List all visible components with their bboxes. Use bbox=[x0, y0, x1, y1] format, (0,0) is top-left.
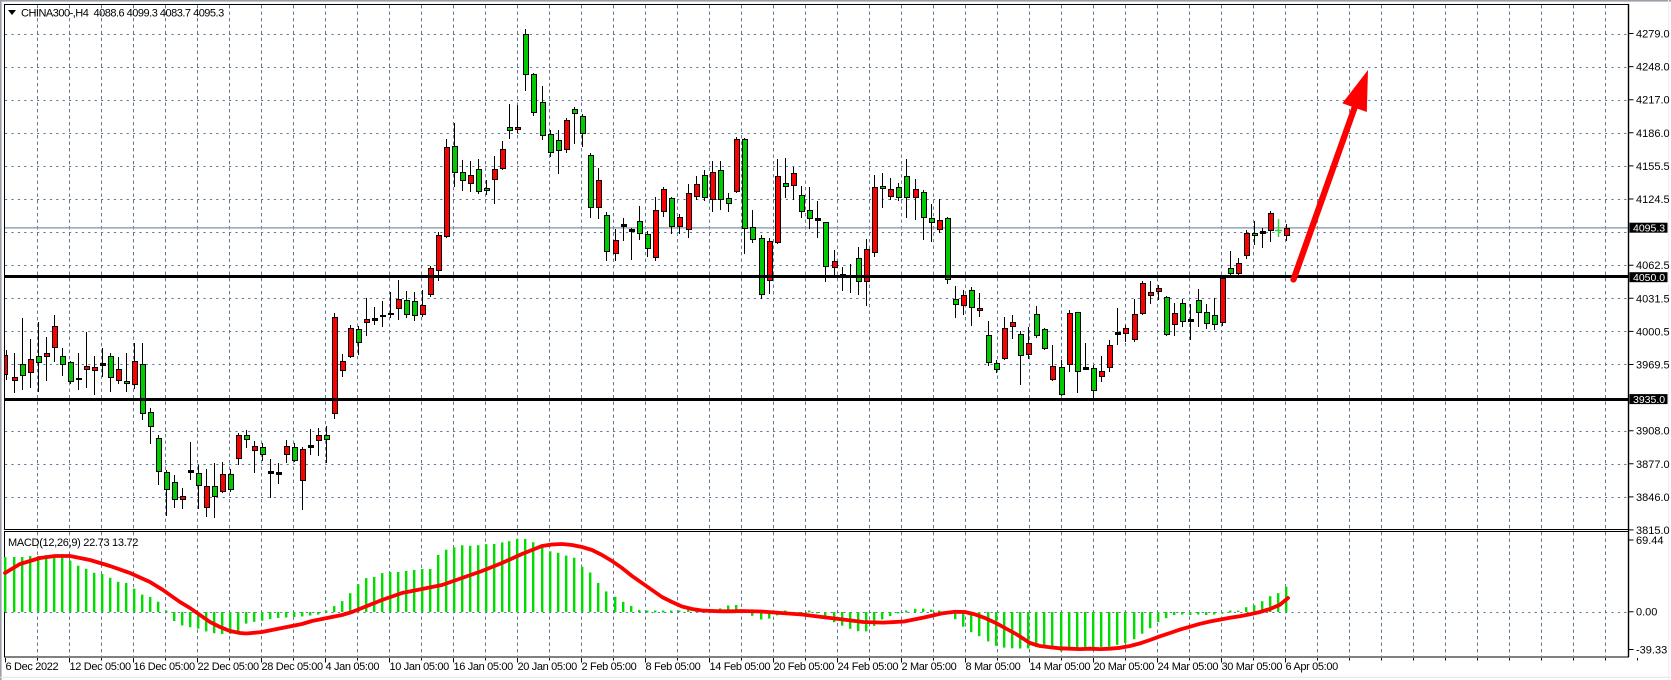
svg-text:4000.5: 4000.5 bbox=[1636, 326, 1670, 338]
svg-text:3935.0: 3935.0 bbox=[1633, 394, 1665, 406]
svg-text:22 Dec 05:00: 22 Dec 05:00 bbox=[198, 661, 259, 673]
svg-text:CHINA300-,H4 4088.6 4099.3 40: CHINA300-,H4 4088.6 4099.3 4083.7 4095.3 bbox=[21, 8, 224, 20]
svg-text:20 Feb 05:00: 20 Feb 05:00 bbox=[774, 661, 835, 673]
svg-text:MACD(12,26,9) 22.73 13.72: MACD(12,26,9) 22.73 13.72 bbox=[8, 537, 138, 549]
svg-text:69.44: 69.44 bbox=[1636, 535, 1664, 547]
svg-text:3877.0: 3877.0 bbox=[1636, 459, 1670, 471]
svg-text:4 Jan 05:00: 4 Jan 05:00 bbox=[326, 661, 380, 673]
svg-text:24 Feb 05:00: 24 Feb 05:00 bbox=[838, 661, 899, 673]
svg-text:4155.5: 4155.5 bbox=[1636, 161, 1670, 173]
svg-text:24 Mar 05:00: 24 Mar 05:00 bbox=[1158, 661, 1219, 673]
svg-text:3846.0: 3846.0 bbox=[1636, 492, 1670, 504]
svg-text:-39.33: -39.33 bbox=[1636, 645, 1667, 657]
svg-text:14 Mar 05:00: 14 Mar 05:00 bbox=[1030, 661, 1091, 673]
svg-text:20 Mar 05:00: 20 Mar 05:00 bbox=[1094, 661, 1155, 673]
svg-text:14 Feb 05:00: 14 Feb 05:00 bbox=[710, 661, 771, 673]
svg-text:16 Jan 05:00: 16 Jan 05:00 bbox=[454, 661, 514, 673]
svg-text:8 Feb 05:00: 8 Feb 05:00 bbox=[646, 661, 701, 673]
svg-text:3969.5: 3969.5 bbox=[1636, 360, 1670, 372]
svg-text:3815.0: 3815.0 bbox=[1636, 525, 1670, 537]
svg-text:4124.5: 4124.5 bbox=[1636, 194, 1670, 206]
svg-text:4217.0: 4217.0 bbox=[1636, 95, 1670, 107]
svg-text:16 Dec 05:00: 16 Dec 05:00 bbox=[134, 661, 195, 673]
svg-text:10 Jan 05:00: 10 Jan 05:00 bbox=[390, 661, 450, 673]
svg-text:4248.0: 4248.0 bbox=[1636, 62, 1670, 74]
svg-text:12 Dec 05:00: 12 Dec 05:00 bbox=[70, 661, 131, 673]
svg-text:0.00: 0.00 bbox=[1636, 607, 1657, 619]
svg-text:20 Jan 05:00: 20 Jan 05:00 bbox=[518, 661, 578, 673]
svg-text:30 Mar 05:00: 30 Mar 05:00 bbox=[1222, 661, 1283, 673]
svg-text:8 Mar 05:00: 8 Mar 05:00 bbox=[966, 661, 1021, 673]
svg-text:6 Dec 2022: 6 Dec 2022 bbox=[6, 661, 59, 673]
svg-text:4095.3: 4095.3 bbox=[1633, 223, 1665, 235]
svg-text:2 Mar 05:00: 2 Mar 05:00 bbox=[902, 661, 957, 673]
svg-text:4050.0: 4050.0 bbox=[1633, 272, 1665, 284]
svg-text:6 Apr 05:00: 6 Apr 05:00 bbox=[1286, 661, 1339, 673]
svg-text:4279.0: 4279.0 bbox=[1636, 29, 1670, 41]
svg-text:2 Feb 05:00: 2 Feb 05:00 bbox=[582, 661, 637, 673]
svg-text:3908.0: 3908.0 bbox=[1636, 426, 1670, 438]
svg-text:4186.0: 4186.0 bbox=[1636, 128, 1670, 140]
svg-text:4062.5: 4062.5 bbox=[1636, 260, 1670, 272]
svg-text:28 Dec 05:00: 28 Dec 05:00 bbox=[262, 661, 323, 673]
svg-text:4031.5: 4031.5 bbox=[1636, 293, 1670, 305]
